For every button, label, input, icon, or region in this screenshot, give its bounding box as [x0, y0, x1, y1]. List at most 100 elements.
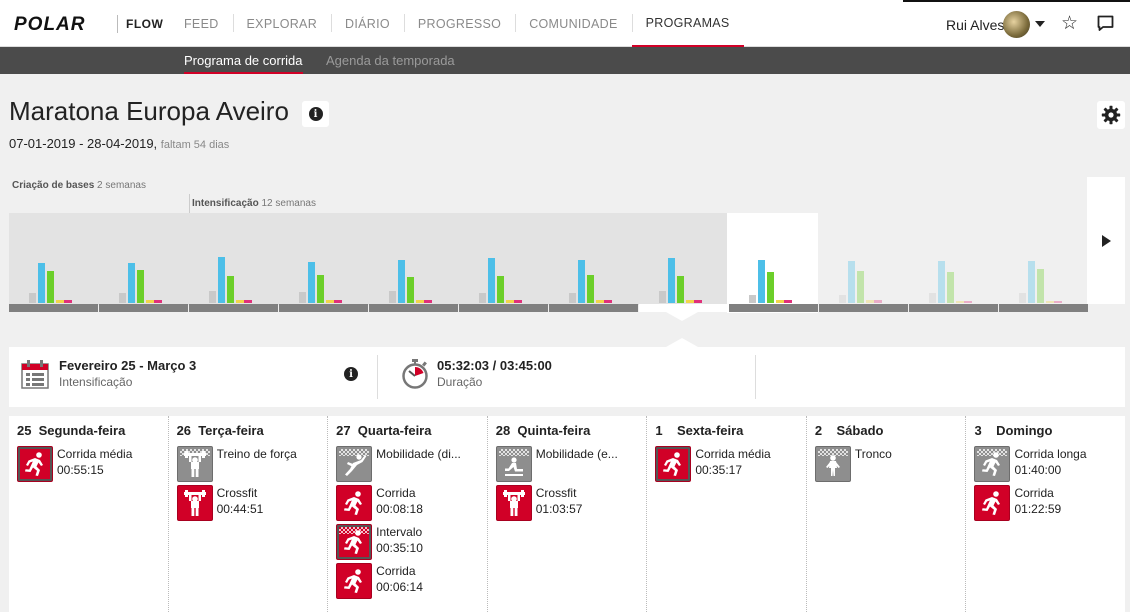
chart-bar[interactable] [964, 301, 972, 303]
chart-bar[interactable] [488, 258, 495, 303]
training-session[interactable]: Corrida 01:22:59 [974, 485, 1125, 524]
chart-bar[interactable] [1028, 261, 1035, 303]
chart-bar[interactable] [677, 276, 684, 303]
chat-icon[interactable] [1097, 15, 1114, 32]
training-session[interactable]: Treino de força [176, 446, 328, 485]
chart-bar[interactable] [506, 300, 514, 303]
session-text[interactable]: Corrida 00:08:18 [376, 485, 486, 517]
chart-bar[interactable] [1054, 301, 1062, 303]
chart-bar[interactable] [848, 261, 855, 303]
session-text[interactable]: Corrida longa 01:40:00 [1014, 446, 1124, 478]
chart-bar[interactable] [407, 277, 414, 303]
strength-icon[interactable] [176, 485, 213, 521]
star-icon[interactable]: ☆ [1061, 13, 1079, 34]
chart-bar[interactable] [218, 257, 225, 303]
chart-bar[interactable] [659, 291, 666, 303]
session-text[interactable]: Mobilidade (e... [536, 446, 646, 462]
nav-item-feed[interactable]: FEED [184, 16, 219, 31]
run-icon[interactable] [974, 446, 1011, 482]
week-baseline[interactable] [369, 304, 458, 312]
chart-bar[interactable] [398, 260, 405, 303]
chart-bar[interactable] [29, 293, 36, 303]
chart-bar[interactable] [694, 300, 702, 303]
chart-bar[interactable] [587, 275, 594, 303]
run-icon[interactable] [336, 485, 373, 521]
chart-bar[interactable] [784, 300, 792, 303]
strength-icon[interactable] [176, 446, 213, 482]
chart-bar[interactable] [749, 295, 756, 303]
week-baseline[interactable] [819, 304, 908, 312]
week-baseline[interactable] [549, 304, 638, 312]
chart-bar[interactable] [424, 300, 432, 303]
session-text[interactable]: Corrida 01:22:59 [1014, 485, 1124, 517]
chart-bar[interactable] [938, 261, 945, 303]
chart-bar[interactable] [119, 293, 126, 303]
chart-bar[interactable] [956, 301, 964, 303]
session-text[interactable]: Treino de força [217, 446, 327, 462]
chart-bar[interactable] [1019, 293, 1026, 303]
chart-bar[interactable] [874, 300, 882, 303]
chart-bar[interactable] [334, 300, 342, 303]
chart-bar[interactable] [64, 300, 72, 303]
session-text[interactable]: Intervalo 00:35:10 [376, 524, 486, 556]
chart-bar[interactable] [128, 263, 135, 303]
chart-bar[interactable] [947, 272, 954, 303]
nav-item-comunidade[interactable]: COMUNIDADE [515, 0, 631, 47]
tab-agenda-da-temporada[interactable]: Agenda da temporada [326, 53, 455, 68]
flow-label[interactable]: FLOW [126, 17, 164, 31]
chart-bar[interactable] [227, 276, 234, 303]
chart-bar[interactable] [308, 262, 315, 303]
run-icon[interactable] [974, 485, 1011, 521]
avatar[interactable] [1003, 11, 1030, 38]
session-text[interactable]: Corrida média 00:35:17 [695, 446, 805, 478]
strength-icon[interactable] [495, 485, 532, 521]
chart-bar[interactable] [146, 300, 154, 303]
chart-bar[interactable] [209, 291, 216, 303]
week-baseline[interactable] [639, 304, 729, 312]
chart-bar[interactable] [758, 260, 765, 303]
chart-bar[interactable] [137, 270, 144, 303]
mobility2-icon[interactable] [495, 446, 532, 482]
chart-bar[interactable] [857, 271, 864, 303]
training-session[interactable]: Corrida 00:06:14 [336, 563, 487, 602]
week-baseline[interactable] [9, 304, 98, 312]
training-session[interactable]: Mobilidade (e... [495, 446, 647, 485]
chart-bar[interactable] [514, 300, 522, 303]
chart-bar[interactable] [47, 271, 54, 303]
chart-bar[interactable] [56, 300, 64, 303]
chart-bar[interactable] [479, 293, 486, 303]
chart-bar[interactable] [767, 272, 774, 303]
run-icon[interactable] [655, 446, 692, 482]
mobility-icon[interactable] [336, 446, 373, 482]
run-icon[interactable] [336, 563, 373, 599]
week-baseline[interactable] [99, 304, 188, 312]
chart-bar[interactable] [686, 300, 694, 303]
session-text[interactable]: Corrida 00:06:14 [376, 563, 486, 595]
nav-item-programas[interactable]: PROGRAMAS [631, 0, 744, 47]
session-text[interactable]: Tronco [855, 446, 965, 462]
run-icon[interactable] [17, 446, 53, 482]
week-baseline[interactable] [279, 304, 368, 312]
chart-bar[interactable] [604, 300, 612, 303]
chart-bar[interactable] [839, 295, 846, 303]
session-text[interactable]: Crossfit 00:44:51 [217, 485, 327, 517]
week-baseline[interactable] [189, 304, 278, 312]
training-session[interactable]: Intervalo 00:35:10 [336, 524, 487, 563]
tab-programa-de-corrida[interactable]: Programa de corrida [184, 47, 303, 74]
training-session[interactable]: Corrida longa 01:40:00 [974, 446, 1125, 485]
chevron-down-icon[interactable] [1035, 21, 1045, 27]
training-session[interactable]: Crossfit 00:44:51 [176, 485, 328, 524]
polar-logo[interactable]: POLAR [14, 14, 86, 35]
chart-bar[interactable] [317, 275, 324, 303]
training-session[interactable]: Corrida média 00:55:15 [17, 446, 168, 485]
session-text[interactable]: Mobilidade (di... [376, 446, 486, 462]
week-info-button[interactable]: i [344, 367, 358, 381]
run-icon[interactable] [336, 524, 373, 560]
settings-button[interactable] [1097, 101, 1125, 129]
chart-bar[interactable] [497, 276, 504, 303]
chart-bar[interactable] [244, 300, 252, 303]
chart-bar[interactable] [38, 263, 45, 303]
chart-bar[interactable] [326, 300, 334, 303]
training-session[interactable]: Mobilidade (di... [336, 446, 487, 485]
nav-item-explorar[interactable]: EXPLORAR [232, 0, 331, 47]
